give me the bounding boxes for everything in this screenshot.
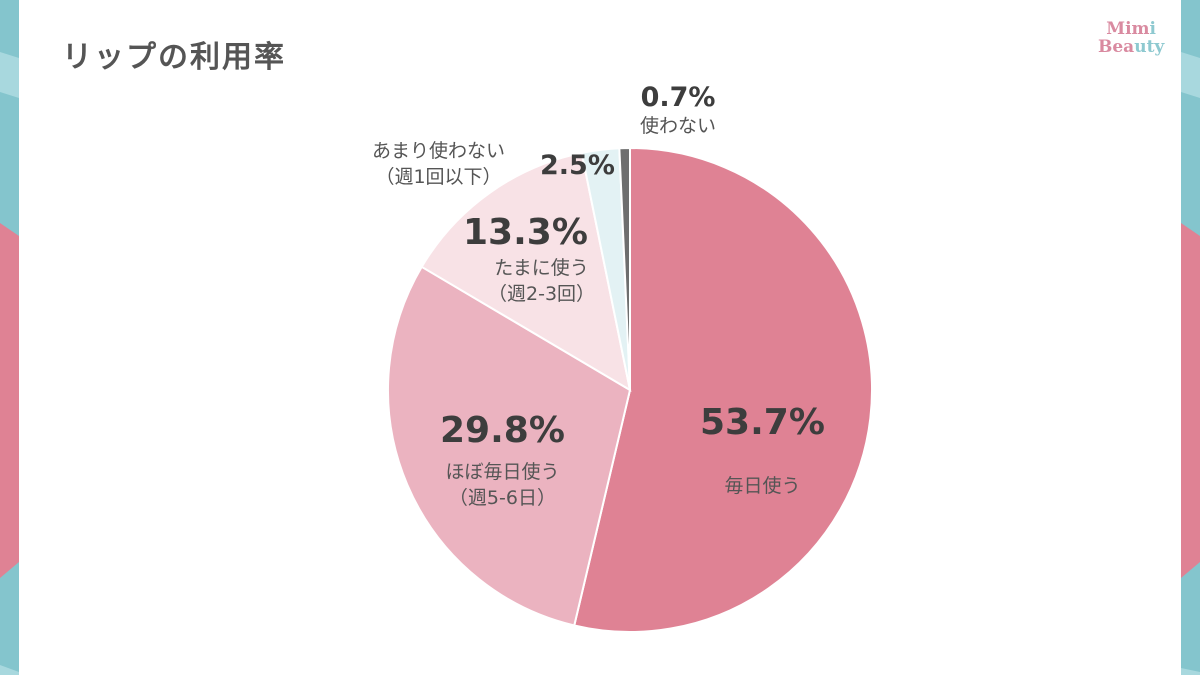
label-daily-percent: 53.7% [700,402,825,443]
logo-line-2: Beauty [1098,38,1164,56]
label-almost-daily-sub: （週5-6日） [448,487,556,509]
label-sometimes-sub: （週2-3回） [488,283,596,305]
pie-slice-0 [573,146,873,633]
left-decorative-frame [0,0,19,675]
pie-slice-4 [618,146,631,391]
logo-uty: uty [1134,37,1165,57]
label-sometimes: 13.3% [463,212,588,253]
pie-slices [386,146,873,633]
brand-logo: Mimi Beauty [1098,20,1164,56]
label-rarely-name: あまり使わない [372,140,506,162]
label-never: 0.7% 使わない [640,82,716,139]
label-almost-daily: 29.8% ほぼ毎日使う （週5-6日） [440,410,565,511]
right-decorative-frame [1181,0,1200,675]
label-rarely-text: あまり使わない （週1回以下） [372,138,505,190]
pie-slice-2 [420,151,632,393]
label-sometimes-percent: 13.3% [463,212,588,253]
label-sometimes-text: たまに使う （週2-3回） [488,255,595,307]
label-never-percent: 0.7% [640,82,716,113]
label-daily-name: 毎日使う [724,475,801,497]
label-rarely-sub: （週1回以下） [375,166,502,188]
label-daily: 53.7% 毎日使う [700,402,825,499]
page-title: リップの利用率 [62,40,286,75]
label-rarely: 2.5% [540,150,615,181]
label-almost-daily-name: ほぼ毎日使う [445,461,560,483]
label-almost-daily-percent: 29.8% [440,410,565,451]
logo-bea: Bea [1098,37,1135,57]
label-never-name: 使わない [640,115,717,137]
label-sometimes-name: たまに使う [494,257,589,279]
logo-line-1: Mimi [1098,20,1164,38]
label-rarely-percent: 2.5% [540,150,615,181]
logo-i: i [1149,19,1157,39]
logo-mim: Mim [1106,19,1150,39]
pie-slice-1 [386,265,632,627]
